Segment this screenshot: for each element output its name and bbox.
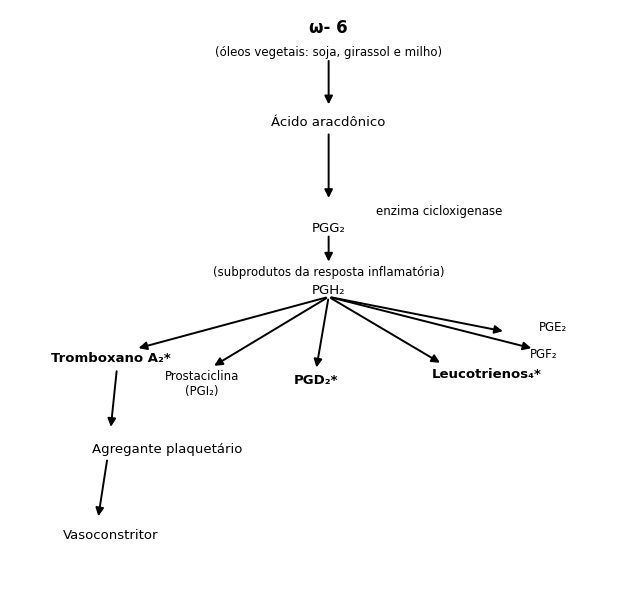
Text: Leucotrienos₄*: Leucotrienos₄* [432, 368, 542, 381]
Text: (PGI₂): (PGI₂) [185, 385, 219, 398]
Text: Tromboxano A₂*: Tromboxano A₂* [51, 351, 171, 365]
Text: Agregante plaquetário: Agregante plaquetário [92, 443, 242, 457]
Text: (óleos vegetais: soja, girassol e milho): (óleos vegetais: soja, girassol e milho) [215, 45, 442, 59]
Text: PGD₂*: PGD₂* [294, 374, 338, 387]
Text: enzima cicloxigenase: enzima cicloxigenase [376, 204, 502, 218]
Text: PGE₂: PGE₂ [539, 321, 567, 334]
Text: Prostaciclina: Prostaciclina [165, 370, 240, 383]
Text: PGH₂: PGH₂ [312, 284, 346, 297]
Text: ω- 6: ω- 6 [309, 18, 348, 37]
Text: PGG₂: PGG₂ [312, 222, 346, 235]
Text: Ácido aracdônico: Ácido aracdônico [272, 116, 386, 129]
Text: Vasoconstritor: Vasoconstritor [63, 529, 159, 542]
Text: PGF₂: PGF₂ [530, 348, 557, 362]
Text: (subprodutos da resposta inflamatória): (subprodutos da resposta inflamatória) [213, 266, 444, 279]
